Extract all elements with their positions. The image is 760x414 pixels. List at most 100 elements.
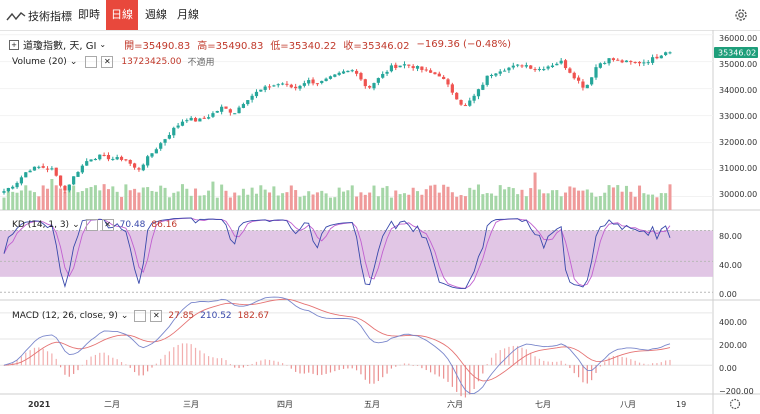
candle-body xyxy=(294,86,298,89)
volume-bar xyxy=(307,191,311,210)
macd-histogram-bar xyxy=(434,365,436,375)
tab-realtime[interactable]: 即時 xyxy=(72,0,106,30)
settings-button[interactable] xyxy=(733,7,749,23)
volume-bar xyxy=(294,190,298,210)
macd-histogram-bar xyxy=(133,365,136,373)
candle-body xyxy=(629,61,633,63)
macd-histogram-bar xyxy=(569,365,571,369)
candle-body xyxy=(246,100,250,105)
volume-bar xyxy=(529,188,533,210)
volume-bar xyxy=(564,192,568,210)
collapse-icon[interactable]: + xyxy=(9,39,19,50)
volume-bar xyxy=(616,185,620,210)
candle-body xyxy=(668,52,672,54)
candle-body xyxy=(89,159,93,162)
candle-body xyxy=(542,69,546,71)
indicators-tool-button[interactable]: 技術指標 xyxy=(6,6,72,26)
close-icon[interactable]: ✕ xyxy=(150,310,163,322)
volume-bar xyxy=(115,191,119,210)
macd-histogram-bar xyxy=(38,347,40,366)
chevron-down-icon[interactable]: ⌄ xyxy=(120,311,129,321)
tab-weekly[interactable]: 週線 xyxy=(140,0,172,30)
volume-bar xyxy=(624,185,628,210)
volume-bar xyxy=(241,188,245,210)
volume-bar xyxy=(259,185,263,210)
volume-bar xyxy=(311,194,315,210)
candle-body xyxy=(442,76,446,80)
volume-bar xyxy=(537,189,541,210)
candle-body xyxy=(289,84,293,88)
price-axis: 36000.00 35000.00 34000.00 33000.00 3200… xyxy=(719,34,757,199)
settings-icon[interactable] xyxy=(85,219,98,231)
volume-bar xyxy=(150,190,154,210)
macd-histogram-bar xyxy=(503,348,506,366)
macd-histogram-bar xyxy=(90,356,92,366)
volume-label[interactable]: Volume (20) xyxy=(12,56,67,67)
close-icon[interactable]: ✕ xyxy=(101,55,114,68)
symbol-title[interactable]: 道瓊指數, 天, GI xyxy=(23,41,97,52)
volume-bar xyxy=(350,185,354,210)
volume-bar xyxy=(572,187,576,210)
candle-body xyxy=(563,60,568,69)
tab-daily[interactable]: 日線 xyxy=(106,0,138,30)
macd-label[interactable]: MACD (12, 26, close, 9) xyxy=(12,311,118,321)
chevron-down-icon[interactable]: ⌄ xyxy=(99,40,107,49)
macd-histogram-bar xyxy=(68,365,70,377)
volume-bar xyxy=(102,184,106,210)
candle-body xyxy=(385,71,389,74)
candle-body xyxy=(50,168,54,170)
candle-body xyxy=(198,118,202,122)
time-label: 八月 xyxy=(620,400,636,409)
macd-histogram-bar xyxy=(477,365,480,382)
candle-body xyxy=(41,166,45,168)
macd-histogram-bar xyxy=(534,356,536,366)
tab-monthly-label: 月線 xyxy=(177,8,199,21)
volume-bar xyxy=(646,194,650,210)
axis-settings-button[interactable] xyxy=(729,398,741,410)
macd-histogram-bar xyxy=(316,365,319,376)
volume-bar xyxy=(524,196,528,210)
volume-bar xyxy=(302,195,306,210)
volume-bar xyxy=(189,195,193,210)
macd-histogram-bar xyxy=(138,365,140,376)
macd-histogram-bar xyxy=(25,352,27,366)
volume-bar xyxy=(411,187,415,210)
settings-icon[interactable] xyxy=(134,310,147,322)
macd-histogram-bar xyxy=(464,365,467,398)
macd-histogram-bar xyxy=(577,365,580,378)
volume-bar xyxy=(450,192,454,210)
close-icon[interactable]: ✕ xyxy=(101,219,114,231)
volume-bar xyxy=(424,189,428,210)
volume-bar xyxy=(559,196,563,210)
volume-bar xyxy=(446,186,450,210)
candle-body xyxy=(450,84,454,93)
candle-body xyxy=(476,89,481,97)
volume-bar xyxy=(494,195,498,210)
macd-histogram-bar xyxy=(177,344,179,366)
macd-histogram-bar xyxy=(408,363,410,366)
candle-body xyxy=(2,191,6,193)
macd-tick: −200.00 xyxy=(719,387,754,396)
volume-bar xyxy=(46,188,50,210)
macd-histogram-bar xyxy=(451,365,453,387)
volume-bar xyxy=(128,190,132,210)
price-tick: 34000.00 xyxy=(719,86,757,95)
settings-icon[interactable] xyxy=(85,55,98,68)
kd-tick: 40.00 xyxy=(719,261,742,270)
candle-body xyxy=(624,60,629,63)
chevron-down-icon[interactable]: ⌄ xyxy=(72,220,80,230)
candle-body xyxy=(72,176,76,185)
candle-body xyxy=(529,65,533,69)
candle-body xyxy=(315,83,320,85)
candle-body xyxy=(511,65,515,68)
volume-bar xyxy=(359,192,363,210)
candle-body xyxy=(437,73,441,77)
tab-monthly[interactable]: 月線 xyxy=(172,0,204,30)
candle-body xyxy=(215,111,219,113)
candle-body xyxy=(533,69,537,71)
macd-histogram-bar xyxy=(482,365,484,374)
candle-body xyxy=(489,74,494,76)
chevron-down-icon[interactable]: ⌄ xyxy=(69,56,78,67)
volume-bar xyxy=(642,193,646,210)
kd-label[interactable]: KD (14, 1, 3) xyxy=(12,220,70,230)
